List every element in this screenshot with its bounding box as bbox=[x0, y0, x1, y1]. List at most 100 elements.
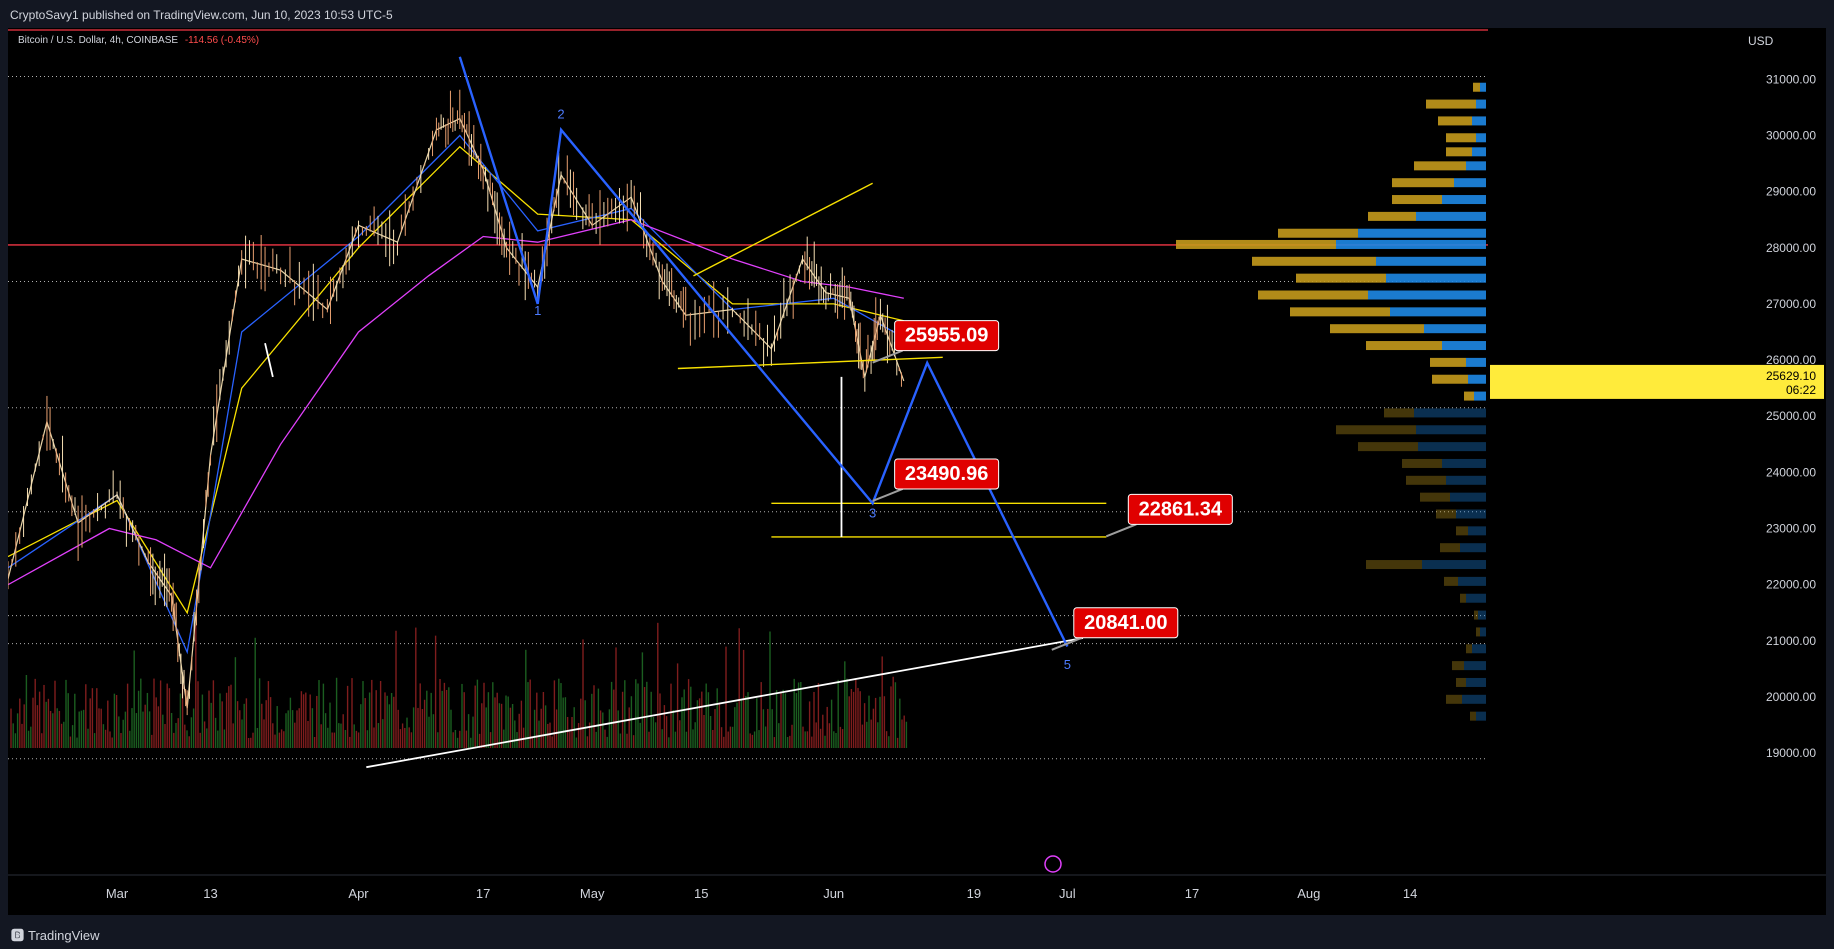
callout-box bbox=[894, 320, 1000, 352]
volume-profile-up-bar bbox=[1390, 307, 1486, 317]
volume-profile-down-bar bbox=[1474, 610, 1478, 620]
volume-bars bbox=[10, 622, 908, 748]
chart-area[interactable]: 1 2 3 5 25955.09 23490.96 22861.34 20841.00 1900… bbox=[8, 28, 1826, 915]
currency-label[interactable]: USD bbox=[1748, 34, 1774, 48]
volume-profile-down-bar bbox=[1460, 593, 1466, 603]
volume-profile-up-bar bbox=[1472, 147, 1486, 157]
wave-label-5: 5 bbox=[1064, 657, 1071, 672]
x-tick-label: 17 bbox=[1185, 886, 1199, 901]
tradingview-logo-icon: 🅱︎ bbox=[11, 928, 25, 943]
x-tick-label: 19 bbox=[967, 886, 981, 901]
volume-profile-up-bar bbox=[1336, 239, 1486, 249]
volume-profile-down-bar bbox=[1366, 560, 1422, 570]
price-callout-3: 20841.00 bbox=[1051, 607, 1179, 651]
volume-profile-up-bar bbox=[1424, 324, 1486, 334]
callout-label: 25955.09 bbox=[905, 325, 988, 347]
volume-profile-down-bar bbox=[1358, 442, 1418, 452]
y-tick-label: 28000.00 bbox=[1766, 241, 1816, 255]
y-tick-label: 23000.00 bbox=[1766, 522, 1816, 536]
callout-box bbox=[1127, 493, 1233, 525]
x-tick-label: 13 bbox=[203, 886, 217, 901]
price-chart[interactable]: 1 2 3 5 25955.09 23490.96 22861.34 20841.00 1900… bbox=[8, 28, 1826, 915]
volume-profile-down-bar bbox=[1384, 408, 1414, 418]
y-tick-label: 25000.00 bbox=[1766, 409, 1816, 423]
symbol-title: Bitcoin / U.S. Dollar, 4h, COINBASE bbox=[18, 35, 179, 46]
volume-profile-up-bar bbox=[1480, 82, 1486, 92]
last-price-value: 25629.10 bbox=[1766, 369, 1816, 383]
volume-profile-down-bar bbox=[1392, 178, 1454, 188]
volume-profile-up-bar bbox=[1450, 492, 1486, 502]
volume-profile-down-bar bbox=[1426, 99, 1476, 109]
wave-label-3: 3 bbox=[869, 505, 876, 520]
callout-pointer bbox=[872, 488, 904, 502]
callout-pointer bbox=[1051, 636, 1083, 651]
volume-profile-up-bar bbox=[1456, 509, 1486, 519]
y-tick-label: 27000.00 bbox=[1766, 297, 1816, 311]
volume-profile-up-bar bbox=[1468, 526, 1486, 536]
volume-profile-up-bar bbox=[1386, 273, 1486, 283]
x-tick-label: Aug bbox=[1297, 886, 1320, 901]
volume-profile-up-bar bbox=[1472, 116, 1486, 126]
volume-profile-up-bar bbox=[1472, 644, 1486, 654]
volume-profile-up-bar bbox=[1464, 661, 1486, 671]
callout-label: 20841.00 bbox=[1084, 612, 1167, 634]
volume-profile-down-bar bbox=[1470, 711, 1476, 721]
volume-profile-up-bar bbox=[1442, 195, 1486, 205]
volume-profile-down-bar bbox=[1290, 307, 1390, 317]
publish-info: CryptoSavy1 published on TradingView.com… bbox=[10, 8, 393, 22]
wave-label-2: 2 bbox=[557, 107, 564, 122]
trendline-1 bbox=[693, 182, 873, 277]
volume-profile-down-bar bbox=[1444, 576, 1458, 586]
volume-profile-up-bar bbox=[1446, 475, 1486, 485]
trendline-6 bbox=[264, 343, 274, 378]
volume-profile-up-bar bbox=[1414, 408, 1486, 418]
volume-profile-up-bar bbox=[1478, 610, 1486, 620]
volume-profile-up-bar bbox=[1480, 627, 1486, 637]
callout-box bbox=[894, 458, 1000, 490]
volume-profile-down-bar bbox=[1330, 324, 1424, 334]
tradingview-logo[interactable]: 🅱︎ TradingView bbox=[11, 925, 100, 944]
volume-profile-up-bar bbox=[1476, 711, 1486, 721]
volume-profile-down-bar bbox=[1464, 391, 1474, 401]
volume-profile-up-bar bbox=[1454, 178, 1486, 188]
volume-profile-down-bar bbox=[1414, 161, 1466, 171]
volume-profile-up-bar bbox=[1462, 694, 1486, 704]
volume-profile-up-bar bbox=[1418, 442, 1486, 452]
volume-profile-up-bar bbox=[1466, 677, 1486, 687]
wave-path bbox=[458, 56, 1069, 648]
last-price-badge bbox=[1490, 364, 1824, 399]
callout-pointer bbox=[872, 349, 904, 364]
volume-profile-down-bar bbox=[1296, 273, 1386, 283]
x-tick-label: Jun bbox=[823, 886, 844, 901]
trendline-4 bbox=[366, 637, 1084, 769]
volume-profile-up-bar bbox=[1416, 211, 1486, 221]
volume-profile-down-bar bbox=[1476, 627, 1480, 637]
volume-profile-down-bar bbox=[1436, 509, 1456, 519]
publish-header: CryptoSavy1 published on TradingView.com… bbox=[0, 0, 1834, 28]
x-tick-label: Apr bbox=[348, 886, 369, 901]
volume-profile-up-bar bbox=[1442, 341, 1486, 351]
volume-profile-down-bar bbox=[1452, 661, 1464, 671]
x-tick-label: 15 bbox=[694, 886, 708, 901]
x-tick-label: 17 bbox=[476, 886, 490, 901]
volume-profile-down-bar bbox=[1402, 458, 1442, 468]
price-callout-1: 23490.96 bbox=[872, 458, 1000, 502]
y-tick-label: 20000.00 bbox=[1766, 690, 1816, 704]
volume-profile-down-bar bbox=[1446, 694, 1462, 704]
volume-profile-down-bar bbox=[1176, 239, 1336, 249]
price-callout-2: 22861.34 bbox=[1105, 493, 1233, 538]
x-tick-label: 14 bbox=[1403, 886, 1417, 901]
y-tick-label: 22000.00 bbox=[1766, 578, 1816, 592]
volume-profile-down-bar bbox=[1278, 228, 1358, 238]
volume-profile-down-bar bbox=[1368, 211, 1416, 221]
candle-wicks bbox=[8, 89, 902, 716]
y-tick-label: 26000.00 bbox=[1766, 353, 1816, 367]
volume-profile-down-bar bbox=[1336, 425, 1416, 435]
volume-profile-up-bar bbox=[1476, 99, 1486, 109]
volume-profile-up-bar bbox=[1416, 425, 1486, 435]
moving-average-line-2 bbox=[8, 219, 904, 586]
volume-profile-up-bar bbox=[1376, 256, 1486, 266]
symbol-legend: Bitcoin / U.S. Dollar, 4h, COINBASE -114… bbox=[18, 35, 259, 46]
volume-profile-down-bar bbox=[1252, 256, 1376, 266]
callout-box bbox=[1073, 607, 1179, 639]
